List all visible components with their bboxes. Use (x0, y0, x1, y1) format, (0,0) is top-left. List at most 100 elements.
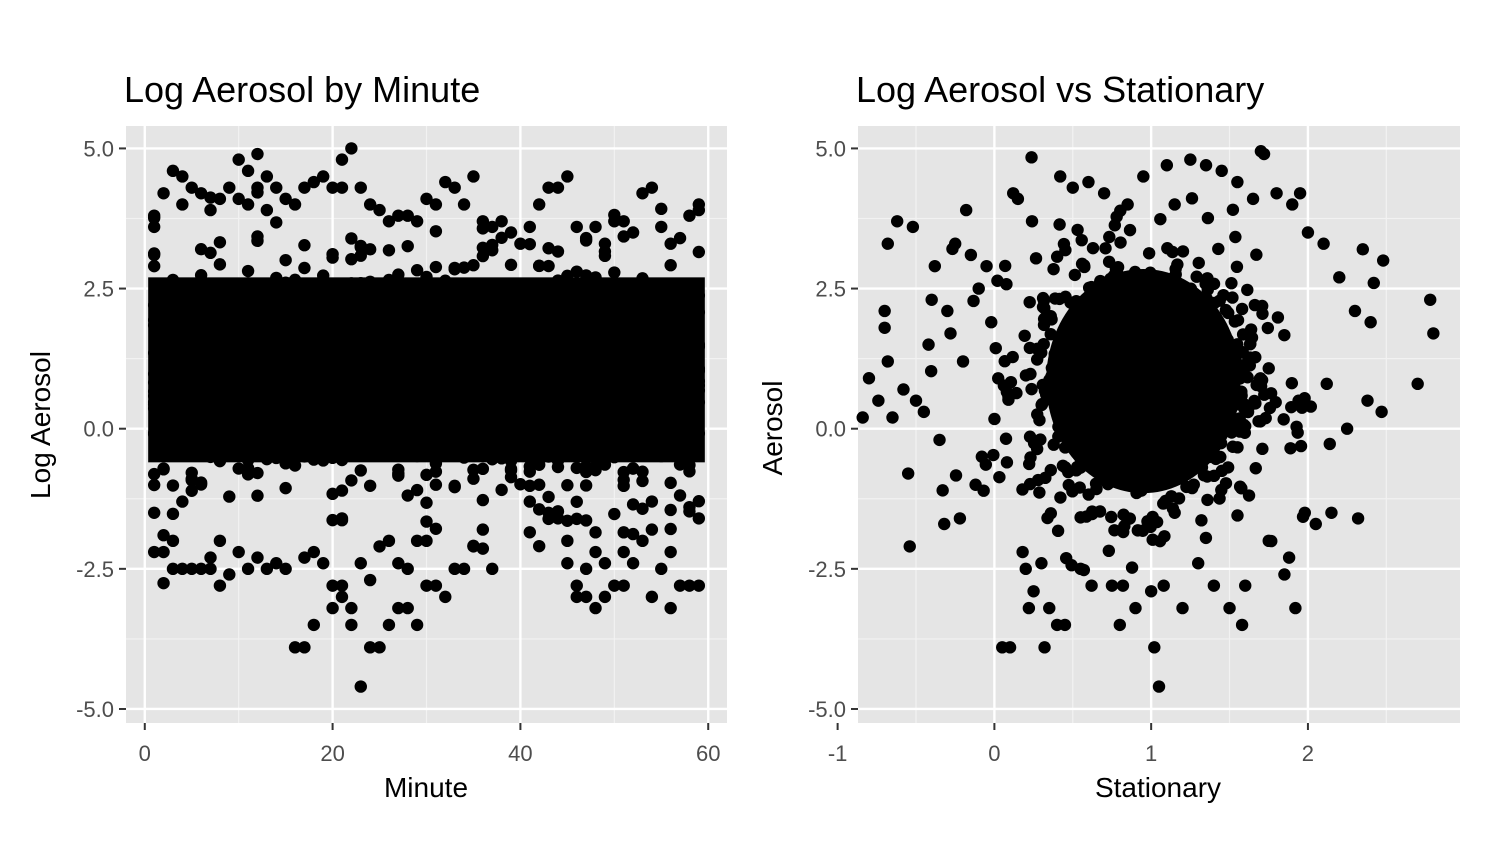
band-point (420, 468, 433, 482)
band-point (147, 346, 161, 360)
band-point (683, 412, 696, 425)
band-point (326, 251, 339, 264)
band-point (514, 352, 527, 366)
cluster-point (1180, 354, 1193, 368)
band-point (307, 453, 321, 466)
band-point (504, 304, 518, 317)
data-point (1097, 187, 1111, 200)
data-point (232, 153, 245, 166)
band-point (645, 325, 659, 338)
cluster-point (1184, 460, 1197, 473)
band-point (410, 264, 424, 277)
band-point (185, 426, 198, 440)
band-point (664, 355, 677, 368)
band-point (608, 355, 621, 369)
cluster-point (1119, 393, 1132, 407)
band-point (176, 428, 189, 442)
band-point (213, 360, 227, 373)
band-point (241, 377, 255, 391)
band-point (335, 357, 349, 370)
band-point (354, 376, 367, 389)
band-point (626, 389, 640, 402)
band-point (232, 372, 245, 385)
cluster-point (1101, 477, 1115, 491)
band-point (279, 433, 292, 447)
cluster-point (1121, 327, 1134, 341)
band-point (279, 253, 292, 267)
band-point (655, 298, 668, 311)
data-point (147, 209, 161, 222)
band-point (317, 412, 330, 425)
band-point (495, 307, 508, 320)
band-point (382, 244, 396, 257)
data-point (1317, 237, 1330, 250)
data-point (1282, 551, 1296, 564)
cluster-point (1023, 341, 1037, 355)
data-point (1320, 377, 1333, 391)
cluster-point (1236, 346, 1249, 359)
data-point (878, 321, 891, 335)
band-point (204, 298, 217, 311)
cluster-point (1197, 469, 1211, 482)
band-point (504, 402, 518, 415)
band-point (401, 489, 414, 502)
band-point (561, 514, 574, 527)
data-point (980, 259, 993, 273)
data-point (420, 192, 433, 206)
band-point (326, 421, 339, 435)
band-point (476, 324, 490, 337)
band-point (514, 385, 527, 398)
band-point (354, 345, 367, 358)
cluster-point (1080, 369, 1093, 382)
band-point (288, 295, 302, 308)
band-point (608, 266, 621, 279)
band-point (664, 425, 677, 438)
band-point (307, 414, 321, 427)
cluster-point (1241, 283, 1254, 297)
data-point (1157, 579, 1170, 592)
band-point (194, 321, 208, 335)
band-point (655, 407, 668, 420)
data-point (1152, 680, 1166, 693)
cluster-point (1242, 489, 1256, 502)
band-point (270, 346, 283, 359)
band-point (345, 313, 358, 326)
band-point (317, 387, 330, 400)
band-point (598, 300, 612, 314)
band-point (598, 379, 612, 392)
band-point (636, 439, 649, 452)
data-point (476, 523, 490, 536)
data-point (439, 590, 452, 604)
band-point (194, 428, 208, 442)
band-point (420, 429, 433, 443)
band-point (617, 312, 630, 325)
cluster-point (1155, 459, 1168, 472)
band-point (194, 243, 208, 256)
data-point (363, 641, 377, 654)
data-point (204, 551, 217, 564)
band-point (589, 370, 602, 384)
cluster-point (1167, 393, 1181, 407)
band-point (645, 361, 659, 375)
band-point (448, 348, 461, 361)
cluster-point (1122, 478, 1135, 491)
cluster-point (1140, 378, 1153, 391)
x-tick-label: -1 (828, 741, 848, 766)
data-point (1278, 568, 1291, 581)
data-point (1148, 641, 1161, 654)
band-point (345, 369, 358, 382)
data-point (232, 192, 245, 206)
band-point (166, 436, 180, 449)
band-point (298, 341, 311, 354)
band-point (448, 335, 461, 348)
cluster-point (1039, 388, 1053, 401)
band-point (561, 294, 574, 307)
band-point (307, 370, 321, 383)
band-point (185, 397, 198, 410)
cluster-point (1095, 395, 1108, 408)
data-point (1027, 585, 1040, 598)
band-point (542, 490, 555, 504)
data-point (213, 579, 227, 592)
cluster-point (1091, 312, 1105, 326)
band-point (598, 458, 612, 471)
